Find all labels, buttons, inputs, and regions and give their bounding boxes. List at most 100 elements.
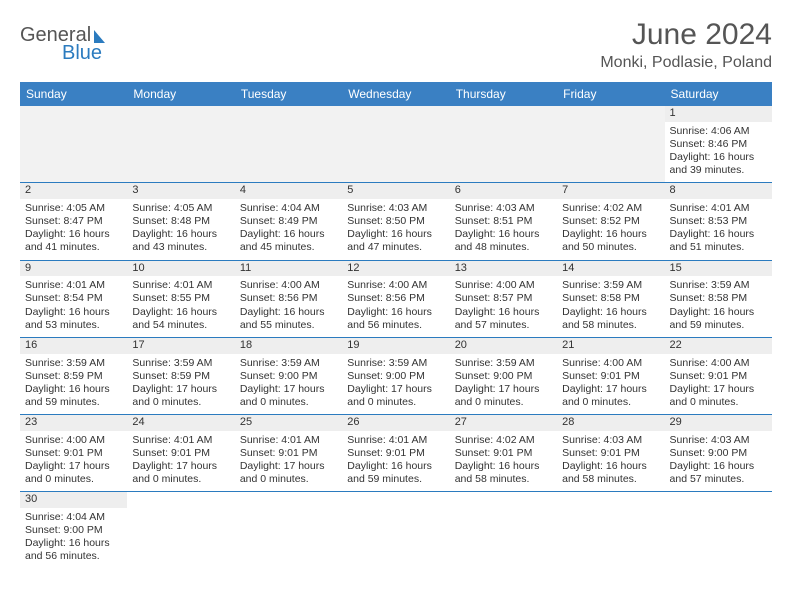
sunset-text: Sunset: 8:51 PM	[455, 215, 552, 228]
day-cell: 21Sunrise: 4:00 AMSunset: 9:01 PMDayligh…	[557, 337, 664, 414]
day-cell: 16Sunrise: 3:59 AMSunset: 8:59 PMDayligh…	[20, 337, 127, 414]
day-number: 6	[450, 183, 557, 199]
sunset-text: Sunset: 9:00 PM	[670, 447, 767, 460]
sunset-text: Sunset: 8:57 PM	[455, 292, 552, 305]
sunrise-text: Sunrise: 4:00 AM	[670, 357, 767, 370]
sunrise-text: Sunrise: 3:59 AM	[25, 357, 122, 370]
month-title: June 2024	[600, 18, 772, 52]
empty-cell	[450, 106, 557, 183]
day-cell: 10Sunrise: 4:01 AMSunset: 8:55 PMDayligh…	[127, 260, 234, 337]
day-number: 8	[665, 183, 772, 199]
daylight-text: Daylight: 17 hours and 0 minutes.	[240, 383, 337, 409]
day-number: 1	[665, 106, 772, 122]
sunrise-text: Sunrise: 4:00 AM	[562, 357, 659, 370]
brand-part2: Blue	[62, 42, 102, 65]
sunset-text: Sunset: 8:53 PM	[670, 215, 767, 228]
sunset-text: Sunset: 8:54 PM	[25, 292, 122, 305]
empty-cell	[235, 492, 342, 569]
day-number: 19	[342, 338, 449, 354]
sunset-text: Sunset: 8:56 PM	[347, 292, 444, 305]
sunrise-text: Sunrise: 4:03 AM	[562, 434, 659, 447]
day-number: 20	[450, 338, 557, 354]
empty-cell	[235, 106, 342, 183]
sunset-text: Sunset: 9:00 PM	[25, 524, 122, 537]
day-cell: 24Sunrise: 4:01 AMSunset: 9:01 PMDayligh…	[127, 415, 234, 492]
day-number: 25	[235, 415, 342, 431]
day-number: 26	[342, 415, 449, 431]
daylight-text: Daylight: 16 hours and 56 minutes.	[25, 537, 122, 563]
empty-cell	[127, 106, 234, 183]
sunrise-text: Sunrise: 4:01 AM	[670, 202, 767, 215]
sunset-text: Sunset: 8:46 PM	[670, 138, 767, 151]
sunset-text: Sunset: 8:58 PM	[670, 292, 767, 305]
sunset-text: Sunset: 9:01 PM	[562, 447, 659, 460]
sunrise-text: Sunrise: 3:59 AM	[562, 279, 659, 292]
sunset-text: Sunset: 9:00 PM	[240, 370, 337, 383]
sunrise-text: Sunrise: 4:05 AM	[132, 202, 229, 215]
day-cell: 12Sunrise: 4:00 AMSunset: 8:56 PMDayligh…	[342, 260, 449, 337]
sunset-text: Sunset: 8:56 PM	[240, 292, 337, 305]
weekday-header: Sunday	[20, 82, 127, 106]
daylight-text: Daylight: 16 hours and 58 minutes.	[455, 460, 552, 486]
sunrise-text: Sunrise: 4:02 AM	[562, 202, 659, 215]
day-cell: 27Sunrise: 4:02 AMSunset: 9:01 PMDayligh…	[450, 415, 557, 492]
daylight-text: Daylight: 17 hours and 0 minutes.	[25, 460, 122, 486]
empty-cell	[557, 106, 664, 183]
day-cell: 15Sunrise: 3:59 AMSunset: 8:58 PMDayligh…	[665, 260, 772, 337]
sunset-text: Sunset: 9:00 PM	[455, 370, 552, 383]
day-number: 29	[665, 415, 772, 431]
daylight-text: Daylight: 16 hours and 43 minutes.	[132, 228, 229, 254]
day-cell: 2Sunrise: 4:05 AMSunset: 8:47 PMDaylight…	[20, 183, 127, 260]
weekday-header-row: SundayMondayTuesdayWednesdayThursdayFrid…	[20, 82, 772, 106]
day-number: 10	[127, 261, 234, 277]
sunset-text: Sunset: 9:01 PM	[132, 447, 229, 460]
daylight-text: Daylight: 16 hours and 50 minutes.	[562, 228, 659, 254]
daylight-text: Daylight: 16 hours and 56 minutes.	[347, 306, 444, 332]
daylight-text: Daylight: 16 hours and 59 minutes.	[670, 306, 767, 332]
sunrise-text: Sunrise: 3:59 AM	[240, 357, 337, 370]
daylight-text: Daylight: 16 hours and 41 minutes.	[25, 228, 122, 254]
empty-cell	[342, 492, 449, 569]
daylight-text: Daylight: 16 hours and 58 minutes.	[562, 306, 659, 332]
daylight-text: Daylight: 17 hours and 0 minutes.	[240, 460, 337, 486]
empty-cell	[665, 492, 772, 569]
day-number: 18	[235, 338, 342, 354]
sunrise-text: Sunrise: 4:06 AM	[670, 125, 767, 138]
day-number: 28	[557, 415, 664, 431]
day-number: 15	[665, 261, 772, 277]
daylight-text: Daylight: 16 hours and 57 minutes.	[670, 460, 767, 486]
sunset-text: Sunset: 9:00 PM	[347, 370, 444, 383]
sunset-text: Sunset: 8:59 PM	[25, 370, 122, 383]
sunset-text: Sunset: 9:01 PM	[347, 447, 444, 460]
sunset-text: Sunset: 8:50 PM	[347, 215, 444, 228]
day-cell: 9Sunrise: 4:01 AMSunset: 8:54 PMDaylight…	[20, 260, 127, 337]
day-cell: 29Sunrise: 4:03 AMSunset: 9:00 PMDayligh…	[665, 415, 772, 492]
day-number: 30	[20, 492, 127, 508]
sunrise-text: Sunrise: 4:01 AM	[132, 279, 229, 292]
calendar-row: 23Sunrise: 4:00 AMSunset: 9:01 PMDayligh…	[20, 415, 772, 492]
empty-cell	[450, 492, 557, 569]
sunset-text: Sunset: 8:55 PM	[132, 292, 229, 305]
sunset-text: Sunset: 8:47 PM	[25, 215, 122, 228]
day-number: 12	[342, 261, 449, 277]
daylight-text: Daylight: 16 hours and 58 minutes.	[562, 460, 659, 486]
day-number: 27	[450, 415, 557, 431]
sunset-text: Sunset: 8:48 PM	[132, 215, 229, 228]
day-number: 24	[127, 415, 234, 431]
daylight-text: Daylight: 17 hours and 0 minutes.	[347, 383, 444, 409]
day-cell: 6Sunrise: 4:03 AMSunset: 8:51 PMDaylight…	[450, 183, 557, 260]
sunset-text: Sunset: 8:58 PM	[562, 292, 659, 305]
day-cell: 3 Sunrise: 4:05 AMSunset: 8:48 PMDaylight…	[127, 183, 234, 260]
empty-cell	[557, 492, 664, 569]
day-cell: 8Sunrise: 4:01 AMSunset: 8:53 PMDaylight…	[665, 183, 772, 260]
calendar-row: 2Sunrise: 4:05 AMSunset: 8:47 PMDaylight…	[20, 183, 772, 260]
empty-cell	[20, 106, 127, 183]
day-number: 14	[557, 261, 664, 277]
daylight-text: Daylight: 16 hours and 57 minutes.	[455, 306, 552, 332]
sunset-text: Sunset: 9:01 PM	[240, 447, 337, 460]
daylight-text: Daylight: 17 hours and 0 minutes.	[562, 383, 659, 409]
day-number: 3	[127, 183, 234, 199]
sunrise-text: Sunrise: 4:00 AM	[455, 279, 552, 292]
weekday-header: Saturday	[665, 82, 772, 106]
sunset-text: Sunset: 9:01 PM	[562, 370, 659, 383]
